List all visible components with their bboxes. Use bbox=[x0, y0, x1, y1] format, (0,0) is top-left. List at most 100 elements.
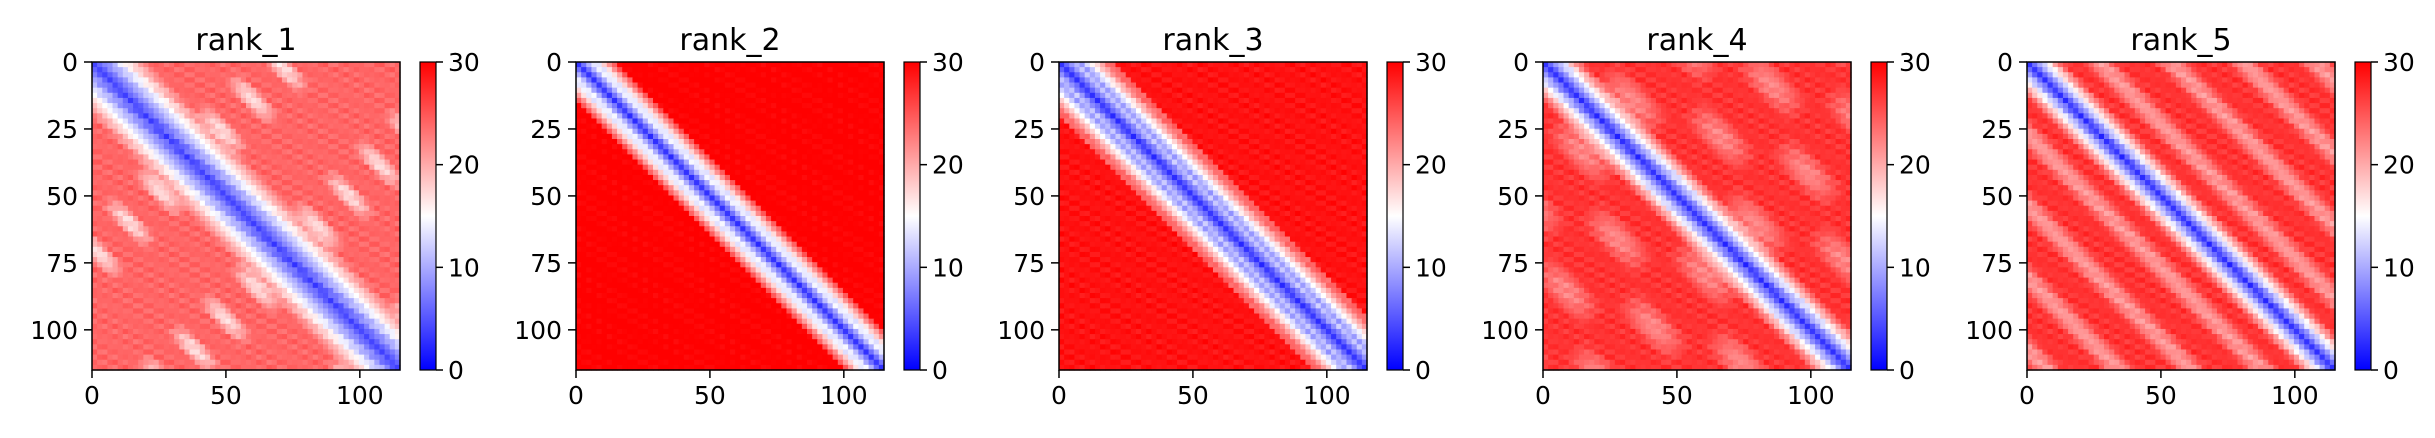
heatmap-cell bbox=[344, 144, 350, 150]
heatmap-cell bbox=[205, 154, 211, 160]
heatmap-cell bbox=[287, 129, 293, 135]
heatmap-cell bbox=[210, 103, 216, 109]
heatmap-cell bbox=[143, 134, 149, 140]
heatmap-cell bbox=[210, 160, 216, 166]
heatmap-cell bbox=[97, 108, 103, 114]
heatmap-cell bbox=[308, 139, 314, 145]
heatmap-cell bbox=[282, 124, 288, 130]
heatmap-cell bbox=[297, 175, 303, 181]
heatmap-cell bbox=[246, 134, 252, 140]
heatmap-cell bbox=[390, 129, 396, 135]
heatmap-cell bbox=[333, 149, 339, 155]
heatmap-cell bbox=[123, 103, 129, 109]
heatmap-cell bbox=[118, 118, 124, 124]
heatmap-cell bbox=[277, 98, 283, 104]
heatmap-cell bbox=[184, 129, 190, 135]
heatmap-cell bbox=[338, 83, 344, 89]
heatmap-cell bbox=[272, 83, 278, 89]
heatmap-cell bbox=[364, 72, 370, 78]
heatmap-cell bbox=[215, 170, 221, 176]
heatmap-cell bbox=[225, 201, 231, 207]
heatmap-cell bbox=[236, 144, 242, 150]
heatmap-cell bbox=[128, 72, 134, 78]
heatmap-cell bbox=[359, 190, 365, 196]
heatmap-cell bbox=[302, 113, 308, 119]
heatmap-cell bbox=[231, 134, 237, 140]
heatmap-cell bbox=[154, 185, 160, 191]
heatmap-cell bbox=[256, 113, 262, 119]
heatmap-cell bbox=[261, 113, 267, 119]
heatmap-cell bbox=[349, 98, 355, 104]
heatmap-cell bbox=[364, 93, 370, 99]
heatmap-cell bbox=[169, 154, 175, 160]
heatmap-cell bbox=[102, 180, 108, 186]
heatmap-cell bbox=[118, 134, 124, 140]
heatmap-cell bbox=[308, 118, 314, 124]
heatmap-cell bbox=[385, 195, 391, 201]
heatmap-cell bbox=[220, 170, 226, 176]
heatmap-cell bbox=[210, 108, 216, 114]
heatmap-cell bbox=[169, 83, 175, 89]
heatmap-cell bbox=[354, 108, 360, 114]
heatmap-cell bbox=[128, 134, 134, 140]
heatmap-cell bbox=[164, 134, 170, 140]
heatmap-cell bbox=[302, 149, 308, 155]
heatmap-cell bbox=[364, 185, 370, 191]
heatmap-cell bbox=[344, 77, 350, 83]
heatmap-cell bbox=[184, 72, 190, 78]
heatmap-cell bbox=[174, 129, 180, 135]
heatmap-cell bbox=[267, 195, 273, 201]
heatmap-cell bbox=[184, 170, 190, 176]
heatmap-cell bbox=[92, 77, 98, 83]
heatmap-cell bbox=[241, 144, 247, 150]
heatmap-cell bbox=[184, 154, 190, 160]
heatmap-cell bbox=[287, 185, 293, 191]
heatmap-cell bbox=[195, 134, 201, 140]
heatmap-cell bbox=[359, 201, 365, 207]
heatmap-cell bbox=[267, 77, 273, 83]
heatmap-cell bbox=[379, 88, 385, 94]
heatmap-cell bbox=[154, 195, 160, 201]
heatmap-cell bbox=[102, 93, 108, 99]
heatmap-cell bbox=[333, 144, 339, 150]
heatmap-cell bbox=[333, 139, 339, 145]
heatmap-cell bbox=[148, 154, 154, 160]
heatmap-cell bbox=[159, 165, 165, 171]
heatmap-cell bbox=[385, 134, 391, 140]
heatmap-cell bbox=[169, 67, 175, 73]
heatmap-cell bbox=[385, 83, 391, 89]
heatmap-cell bbox=[97, 139, 103, 145]
heatmap-cell bbox=[364, 88, 370, 94]
heatmap-cell bbox=[359, 160, 365, 166]
heatmap-cell bbox=[272, 170, 278, 176]
heatmap-cell bbox=[354, 103, 360, 109]
heatmap-cell bbox=[256, 67, 262, 73]
heatmap-cell bbox=[364, 170, 370, 176]
heatmap-cell bbox=[184, 108, 190, 114]
heatmap-cell bbox=[323, 67, 329, 73]
heatmap-cell bbox=[292, 124, 298, 130]
heatmap-cell bbox=[364, 190, 370, 196]
heatmap-cell bbox=[333, 103, 339, 109]
heatmap-cell bbox=[174, 62, 180, 68]
heatmap-cell bbox=[313, 83, 319, 89]
heatmap-cell bbox=[195, 154, 201, 160]
heatmap-cell bbox=[349, 154, 355, 160]
heatmap-cell bbox=[133, 190, 139, 196]
heatmap-cell bbox=[118, 149, 124, 155]
heatmap-cell bbox=[287, 83, 293, 89]
heatmap-cell bbox=[210, 77, 216, 83]
heatmap-cell bbox=[164, 175, 170, 181]
heatmap-cell bbox=[359, 113, 365, 119]
heatmap-cell bbox=[390, 180, 396, 186]
heatmap-cell bbox=[246, 67, 252, 73]
heatmap-cell bbox=[287, 88, 293, 94]
heatmap-cell bbox=[369, 77, 375, 83]
heatmap-cell bbox=[313, 67, 319, 73]
heatmap-cell bbox=[349, 175, 355, 181]
heatmap-cell bbox=[97, 160, 103, 166]
heatmap-cell bbox=[338, 149, 344, 155]
heatmap-cell bbox=[267, 72, 273, 78]
heatmap-cell bbox=[138, 118, 144, 124]
heatmap-cell bbox=[379, 160, 385, 166]
